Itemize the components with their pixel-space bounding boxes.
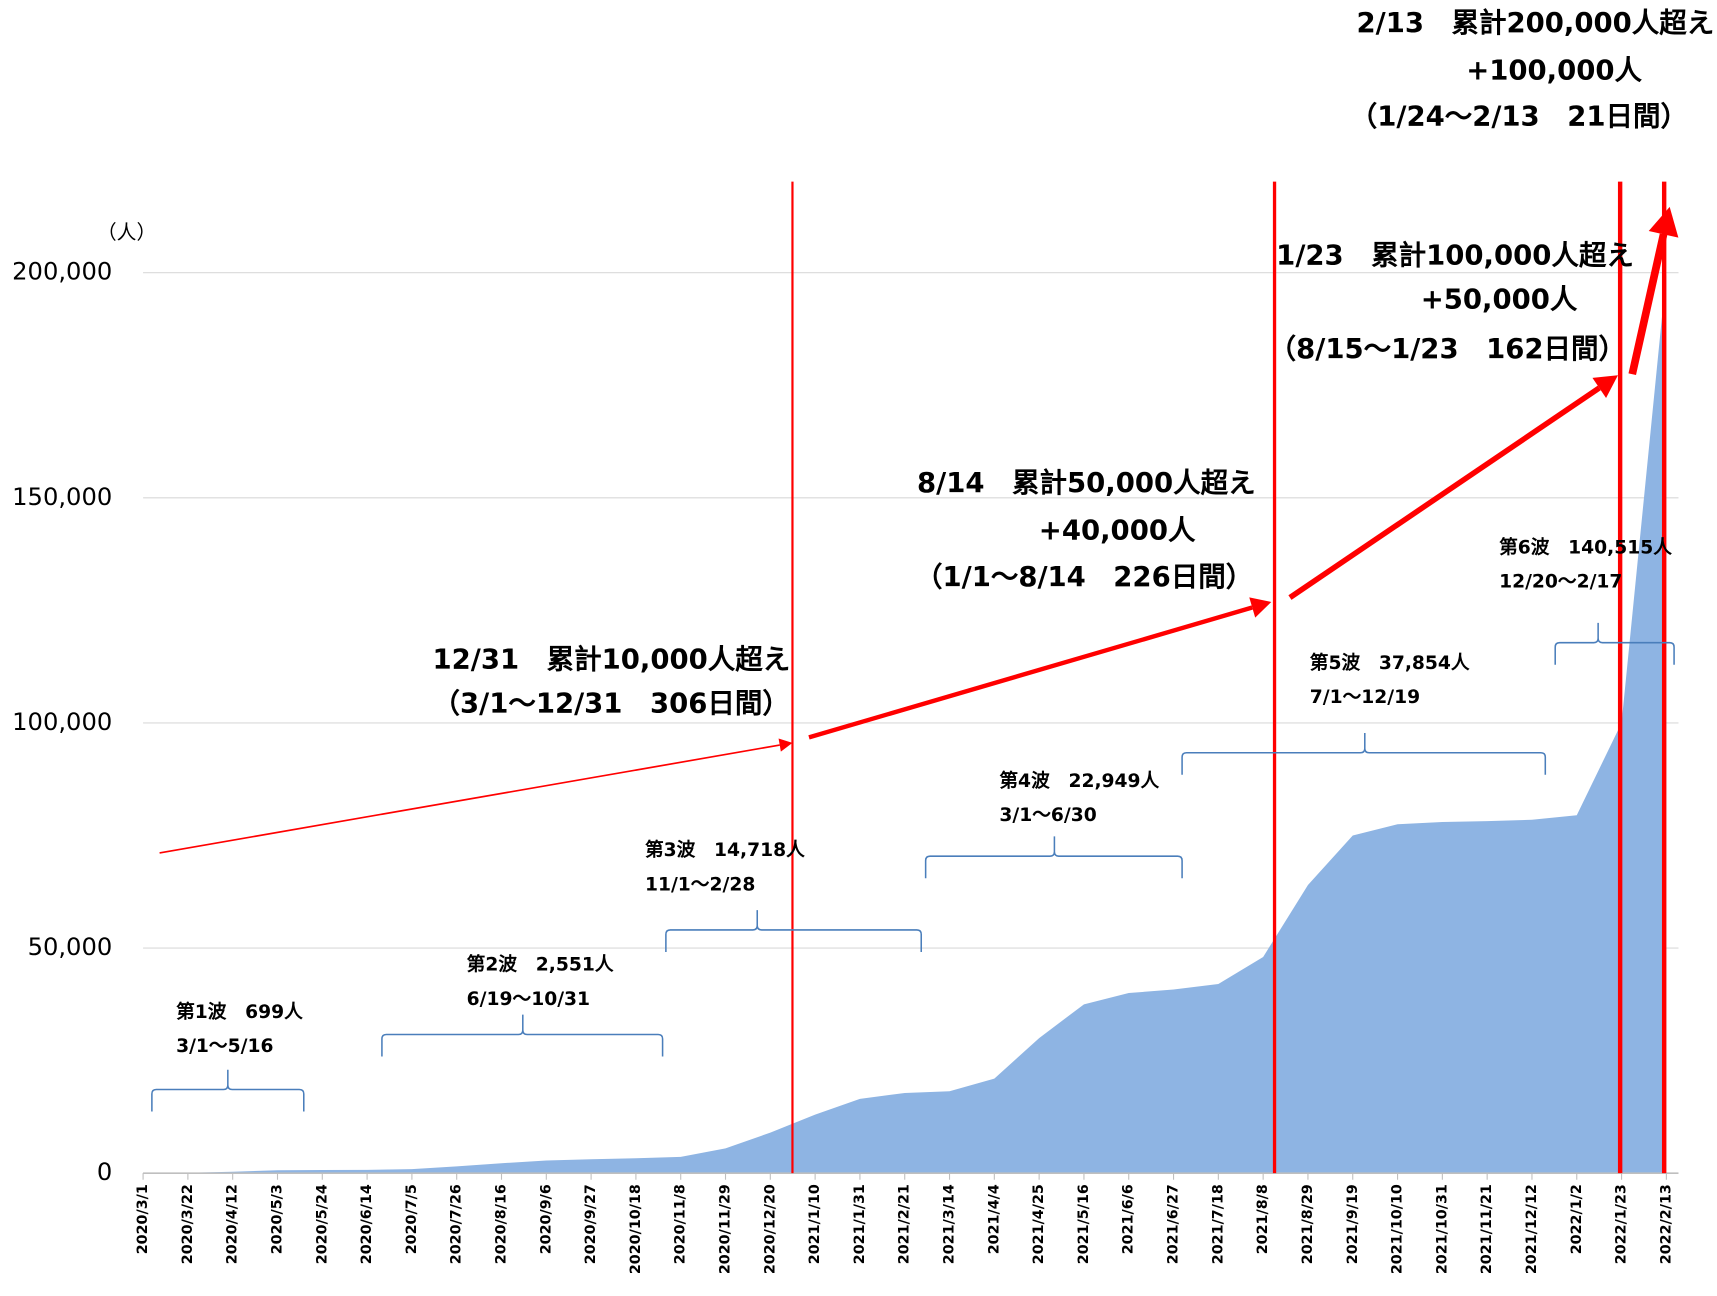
y-tick-label: 50,000 (28, 933, 113, 961)
annotation: （8/15〜1/23 162日間） (1269, 333, 1626, 365)
annotation: 1/23 累計100,000人超え (1276, 239, 1634, 271)
x-tick-label: 2021/2/21 (897, 1184, 913, 1264)
arrow-head (1249, 597, 1272, 618)
annotation: +100,000人 (1466, 55, 1642, 87)
arrow (1288, 385, 1601, 600)
x-tick-label: 2020/8/16 (494, 1184, 510, 1264)
brace (1181, 732, 1547, 775)
x-tick-label: 2022/1/23 (1614, 1184, 1630, 1264)
wave-label: 11/1〜2/28 (645, 874, 755, 895)
x-tick-label: 2021/8/29 (1300, 1184, 1316, 1264)
arrow-head (1648, 206, 1679, 238)
annotation: （1/1〜8/14 226日間） (915, 561, 1253, 593)
area (143, 272, 1667, 1174)
wave-label: 6/19〜10/31 (467, 989, 590, 1010)
brace (1554, 622, 1675, 665)
x-tick-label: 2021/7/18 (1210, 1184, 1226, 1264)
annotation: 8/14 累計50,000人超え (917, 467, 1256, 499)
x-tick-label: 2020/3/1 (135, 1184, 151, 1254)
x-tick-label: 2021/9/19 (1345, 1184, 1361, 1264)
wave-label: 第6波 140,515人 (1499, 537, 1672, 559)
x-tick-label: 2021/12/12 (1524, 1184, 1540, 1274)
brace (381, 1014, 664, 1057)
arrow-head (1592, 375, 1618, 398)
x-tick-label: 2020/4/12 (225, 1184, 241, 1264)
y-tick-label: 100,000 (12, 708, 112, 736)
brace (665, 910, 923, 952)
annotation: 12/31 累計10,000人超え (433, 643, 791, 675)
arrow (808, 605, 1253, 740)
x-tick-label: 2020/9/6 (538, 1184, 554, 1254)
x-tick-label: 2020/6/14 (359, 1184, 375, 1264)
wave-label: 7/1〜12/19 (1310, 687, 1420, 708)
x-tick-label: 2021/4/4 (986, 1184, 1002, 1254)
x-tick-label: 2021/10/10 (1390, 1184, 1406, 1274)
x-tick-label: 2020/9/27 (583, 1184, 599, 1264)
x-tick-label: 2020/11/8 (673, 1184, 689, 1264)
y-tick-label: 200,000 (12, 258, 112, 286)
annotation: 2/13 累計200,000人超え (1357, 7, 1715, 39)
x-tick-label: 2021/5/16 (1076, 1184, 1092, 1264)
arrow (159, 744, 780, 854)
x-tick-label: 2020/10/18 (628, 1184, 644, 1274)
wave-label: 第2波 2,551人 (467, 954, 614, 976)
wave-label: 第3波 14,718人 (645, 839, 805, 861)
x-tick-label: 2021/1/10 (807, 1184, 823, 1264)
arrow-head (778, 738, 793, 752)
wave-label: 3/1〜5/16 (176, 1036, 273, 1057)
x-tick-label: 2020/12/20 (762, 1184, 778, 1274)
x-tick-label: 2021/1/31 (852, 1184, 868, 1264)
x-tick-label: 2021/4/25 (1031, 1184, 1047, 1264)
brace (151, 1069, 305, 1112)
x-tick-label: 2020/7/5 (404, 1184, 420, 1254)
wave-label: 第4波 22,949人 (999, 770, 1159, 792)
x-tick-label: 2022/1/2 (1569, 1184, 1585, 1254)
x-tick-label: 2021/6/6 (1121, 1184, 1137, 1254)
x-tick-label: 2021/8/8 (1255, 1184, 1271, 1254)
x-tick-label: 2020/11/29 (718, 1184, 734, 1274)
x-tick-label: 2021/3/14 (942, 1184, 958, 1264)
x-tick-label: 2022/2/13 (1658, 1184, 1674, 1264)
annotation: +40,000人 (1039, 515, 1196, 547)
y-tick-label: 0 (97, 1158, 112, 1186)
x-tick-label: 2021/6/27 (1166, 1184, 1182, 1264)
wave-label: 第1波 699人 (176, 1001, 303, 1023)
annotation: （1/24〜2/13 21日間） (1350, 101, 1688, 133)
x-tick-label: 2021/11/21 (1479, 1184, 1495, 1274)
arrow (1628, 233, 1668, 376)
annotation: +50,000人 (1421, 283, 1578, 315)
wave-label: 第5波 37,854人 (1310, 652, 1470, 674)
wave-label: 12/20〜2/17 (1499, 572, 1622, 593)
y-tick-label: 150,000 (12, 483, 112, 511)
x-tick-label: 2020/5/3 (269, 1184, 285, 1254)
brace (924, 836, 1183, 879)
x-tick-label: 2020/7/26 (449, 1184, 465, 1264)
x-tick-label: 2020/3/22 (180, 1184, 196, 1264)
annotation: （3/1〜12/31 306日間） (433, 687, 790, 719)
x-tick-label: 2021/10/31 (1434, 1184, 1450, 1274)
y-unit: （人） (97, 221, 156, 244)
x-tick-label: 2020/5/24 (314, 1184, 330, 1264)
wave-label: 3/1〜6/30 (999, 805, 1096, 826)
